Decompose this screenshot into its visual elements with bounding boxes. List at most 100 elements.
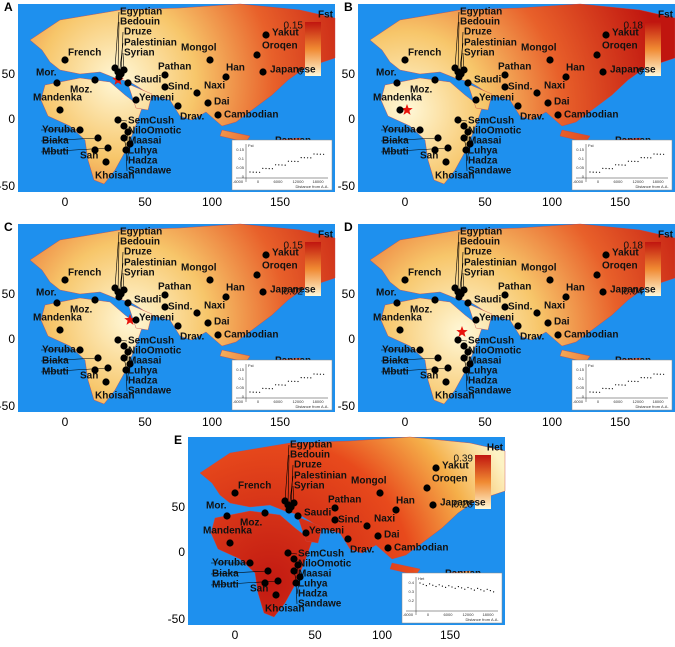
inset-point <box>631 160 633 162</box>
population-dot <box>544 99 552 107</box>
population-label: Mongol <box>181 263 217 274</box>
land <box>29 3 336 127</box>
inset-point <box>294 160 296 162</box>
inset-point <box>602 167 604 169</box>
population-dot <box>161 303 169 311</box>
population-label: Maasai <box>468 356 502 367</box>
y-tick-label: 50 <box>342 67 356 81</box>
population-label: Yemeni <box>309 526 344 537</box>
population-label: Sandawe <box>128 166 172 177</box>
population-dot <box>120 286 128 294</box>
x-tick-label: 150 <box>440 628 460 642</box>
inset-point <box>303 157 305 159</box>
population-dot <box>104 364 112 372</box>
inset-y-label: Het <box>418 576 425 581</box>
population-label: SemCush <box>468 116 514 127</box>
inset-y-tick: 0 <box>582 174 585 179</box>
inset-point <box>268 168 270 170</box>
population-dot <box>61 276 69 284</box>
inset-point <box>650 377 652 379</box>
inset-point <box>615 384 617 386</box>
population-dot <box>204 99 212 107</box>
inset-point <box>268 388 270 390</box>
inset-point <box>599 391 601 393</box>
population-label: Bedouin <box>460 17 500 28</box>
inset-point <box>278 384 280 386</box>
y-tick-label: 50 <box>172 500 186 514</box>
inset-point <box>634 380 636 382</box>
inset-point <box>323 373 325 375</box>
population-dot <box>94 134 102 142</box>
population-label: Luhya <box>468 366 498 377</box>
population-dot <box>222 293 230 301</box>
population-dot <box>124 79 132 87</box>
inset-point <box>608 388 610 390</box>
land <box>40 77 143 185</box>
inset-point <box>640 377 642 379</box>
inset-y-tick: 0.1 <box>238 156 244 161</box>
inset-point <box>425 585 427 587</box>
origin-star <box>401 104 413 115</box>
inset-x-tick: -6000 <box>573 179 584 184</box>
population-label: Druze <box>124 27 152 38</box>
inset-point <box>473 589 475 591</box>
inset-point <box>252 391 254 393</box>
population-dot <box>546 56 554 64</box>
population-label: Mandenka <box>203 526 252 537</box>
population-dot <box>602 31 610 39</box>
population-dot <box>460 122 468 130</box>
population-dot <box>56 326 64 334</box>
population-dot <box>76 126 84 134</box>
inset-point <box>323 153 325 155</box>
inset-point <box>602 387 604 389</box>
inset-y-tick: 0.15 <box>576 367 585 372</box>
inset-point <box>422 583 424 585</box>
population-label: Sind. <box>168 302 193 313</box>
population-dot <box>223 512 231 520</box>
population-label: Yemeni <box>139 313 174 324</box>
inset-point <box>313 153 315 155</box>
inset-y-tick: 0.3 <box>408 589 414 594</box>
inset-point <box>284 164 286 166</box>
population-label: Khoisan <box>265 604 304 615</box>
population-dot <box>472 96 480 104</box>
inset-point <box>467 586 469 589</box>
population-label: NiloOmotic <box>128 346 182 357</box>
inset-point <box>265 167 267 170</box>
population-label: Mbuti <box>382 147 409 158</box>
inset-point <box>310 157 312 159</box>
population-label: Saudi <box>134 75 161 86</box>
inset-point <box>592 391 594 393</box>
population-dot <box>214 331 222 339</box>
inset-point <box>457 586 459 588</box>
population-dot <box>431 296 439 304</box>
population-label: Yemeni <box>479 93 514 104</box>
inset-y-tick: 0.15 <box>576 147 585 152</box>
panel-label: A <box>4 0 13 14</box>
population-label: Pathan <box>158 62 191 73</box>
inset-x-tick: 12000 <box>292 179 304 184</box>
population-label: Japanese <box>270 65 316 76</box>
population-label: Han <box>396 496 415 507</box>
population-label: Yoruba <box>382 125 416 136</box>
population-dot <box>292 579 300 587</box>
inset-point <box>643 377 645 379</box>
population-label: Luhya <box>298 579 328 590</box>
population-dot <box>431 366 439 374</box>
population-label: Yoruba <box>382 345 416 356</box>
population-dot <box>464 128 472 136</box>
x-tick-label: 150 <box>270 415 290 429</box>
panel-label: B <box>344 0 353 14</box>
population-label: Naxi <box>544 301 565 312</box>
y-tick-label: 0 <box>348 332 355 346</box>
population-dot <box>161 71 169 79</box>
population-dot <box>53 299 61 307</box>
leader-line <box>114 11 120 69</box>
inset-point <box>470 588 472 590</box>
inset-point <box>663 373 665 375</box>
population-label: Maasai <box>128 136 162 147</box>
population-dot <box>434 134 442 142</box>
inset-point <box>454 587 456 589</box>
population-dot <box>91 296 99 304</box>
